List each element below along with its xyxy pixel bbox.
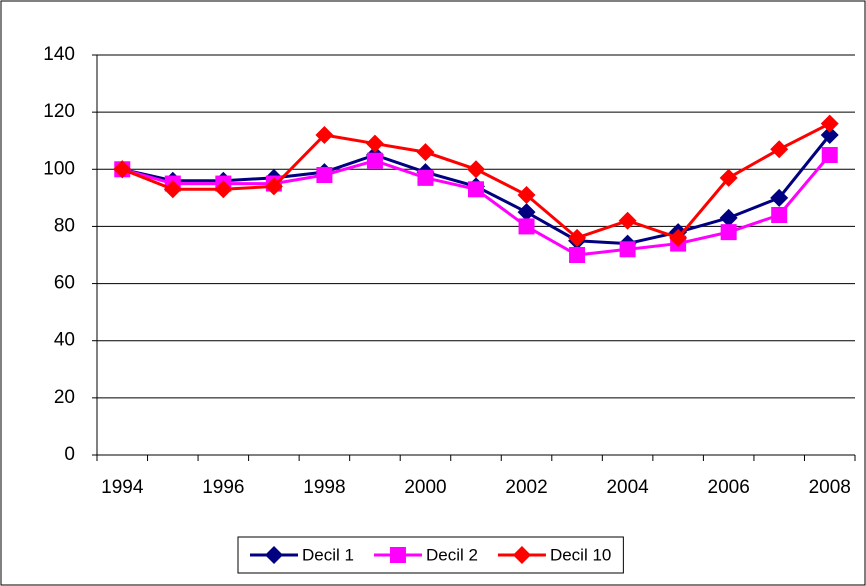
data-point bbox=[770, 188, 789, 207]
y-tick-label: 140 bbox=[43, 44, 75, 65]
data-point bbox=[416, 143, 435, 162]
data-point bbox=[163, 180, 182, 199]
data-point bbox=[568, 228, 587, 247]
data-point bbox=[315, 126, 334, 144]
data-point bbox=[669, 228, 688, 247]
legend-marker bbox=[265, 546, 283, 564]
x-tick-label: 1994 bbox=[101, 477, 144, 498]
legend-label: Decil 1 bbox=[302, 545, 354, 564]
data-point bbox=[820, 114, 839, 133]
y-tick-label: 100 bbox=[43, 158, 75, 179]
data-point bbox=[720, 224, 737, 241]
data-point bbox=[214, 180, 233, 199]
legend-box bbox=[237, 536, 624, 574]
data-point bbox=[618, 211, 637, 230]
data-point bbox=[820, 126, 839, 144]
data-point bbox=[719, 208, 738, 227]
data-point bbox=[517, 186, 536, 204]
y-tick-label: 40 bbox=[54, 330, 75, 351]
x-tick-label: 1998 bbox=[303, 477, 345, 498]
y-tick-label: 0 bbox=[64, 444, 75, 465]
legend-marker bbox=[389, 547, 406, 563]
data-point bbox=[517, 203, 536, 222]
data-point bbox=[316, 167, 333, 183]
legend-label: Decil 10 bbox=[550, 545, 611, 564]
data-point bbox=[821, 147, 838, 163]
data-point bbox=[365, 134, 384, 153]
data-point bbox=[417, 169, 434, 186]
data-point bbox=[569, 247, 586, 263]
data-point bbox=[771, 207, 788, 223]
y-tick-label: 60 bbox=[54, 273, 75, 294]
legend-marker bbox=[512, 546, 531, 564]
data-point bbox=[719, 168, 738, 187]
y-tick-label: 80 bbox=[54, 215, 75, 236]
x-tick-label: 2002 bbox=[505, 477, 547, 498]
x-tick-label: 2004 bbox=[606, 477, 649, 498]
data-point bbox=[468, 181, 484, 198]
legend: Decil 1 Decil 2 Decil 10 bbox=[237, 536, 624, 574]
data-point bbox=[619, 241, 636, 258]
y-tick-label: 20 bbox=[54, 387, 75, 408]
data-point bbox=[518, 218, 535, 235]
data-point bbox=[264, 177, 283, 196]
data-point bbox=[113, 160, 132, 179]
data-point bbox=[467, 160, 485, 179]
x-tick-label: 1996 bbox=[202, 477, 244, 498]
legend-label: Decil 2 bbox=[426, 545, 478, 564]
x-tick-label: 2006 bbox=[708, 477, 750, 498]
x-tick-label: 2008 bbox=[809, 477, 851, 498]
data-point bbox=[770, 140, 789, 159]
y-tick-label: 120 bbox=[43, 101, 75, 122]
x-tick-label: 2000 bbox=[404, 477, 446, 498]
data-point bbox=[366, 152, 383, 169]
